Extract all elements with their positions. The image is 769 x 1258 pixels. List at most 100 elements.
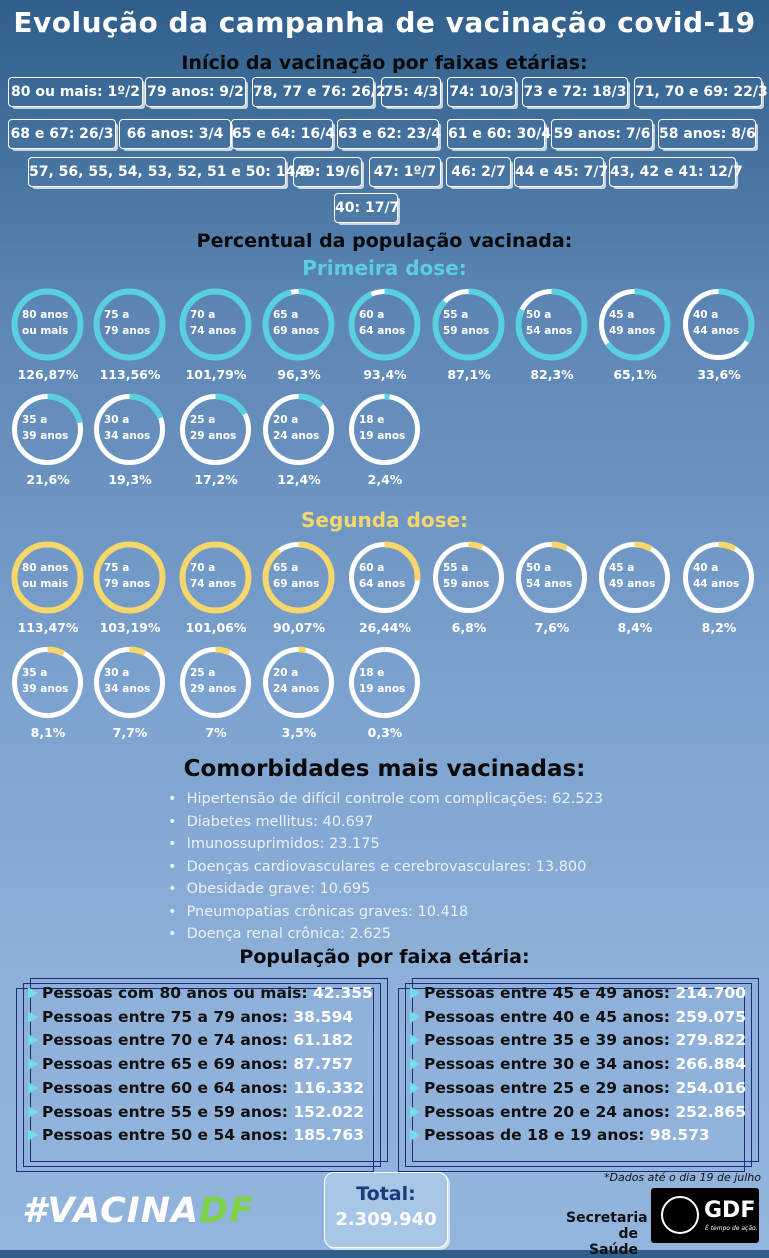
secretaria-line-1: Secretaria (566, 1210, 648, 1226)
dose-ring: 50 a 54 anos (514, 287, 589, 362)
schedule-tag: 61 e 60: 30/4 (447, 119, 551, 149)
ring-svg (11, 288, 84, 361)
ring-age-line-1: 35 a (22, 414, 48, 426)
ring-svg (93, 393, 166, 466)
ring-percent: 82,3% (530, 367, 574, 382)
ring-age-line-2: 79 anos (104, 578, 151, 590)
ring-age-line-1: 20 a (273, 414, 299, 426)
ring-fill (348, 541, 421, 614)
ring-age-label: 60 a 64 anos (359, 560, 405, 592)
population-label: Pessoas entre 30 e 34 anos: (424, 1055, 676, 1074)
ring-svg (179, 646, 252, 719)
population-number: 87.757 (293, 1055, 354, 1074)
dose-ring: 25 a 29 anos (178, 392, 253, 467)
play-arrow-icon (28, 1034, 38, 1047)
ring-svg (348, 288, 421, 361)
ring-svg (432, 541, 505, 614)
population-label: Pessoas entre 50 e 54 anos: (42, 1126, 294, 1145)
schedule-tag: 79 anos: 9/2 (145, 77, 246, 107)
ring-age-line-2: 54 anos (526, 325, 573, 337)
ring-age-label: 60 a 64 anos (359, 307, 405, 339)
schedule-tag: 63 e 62: 23/4 (337, 119, 441, 149)
population-label: Pessoas de 18 e 19 anos: (424, 1126, 650, 1145)
ring-age-label: 65 a 69 anos (273, 560, 319, 592)
ring-age-line-2: ou mais (22, 578, 69, 590)
population-title: População por faixa etária: (239, 946, 530, 968)
ring-svg (348, 646, 421, 719)
ring-percent: 7,6% (534, 620, 570, 635)
population-number: 252.865 (675, 1102, 746, 1121)
ring-fill (682, 541, 755, 614)
schedule-tag: 58 anos: 8/6 (658, 119, 756, 149)
dose-ring: 60 a 64 anos (347, 540, 422, 615)
ring-age-line-1: 70 a (190, 562, 216, 574)
ring-age-label: 80 anos ou mais (22, 307, 68, 339)
ring-age-line-2: 19 anos (359, 430, 406, 442)
ring-age-line-2: 64 anos (359, 325, 406, 337)
play-arrow-icon (410, 1129, 420, 1142)
ring-percent: 93,4% (363, 367, 407, 382)
ring-age-line-1: 55 a (443, 562, 469, 574)
play-arrow-icon (410, 1034, 420, 1047)
ring-age-line-1: 60 a (359, 309, 385, 321)
footnote: *Dados até o dia 19 de julho (604, 1171, 761, 1184)
dose-ring: 60 a 64 anos (347, 287, 422, 362)
ring-age-label: 20 a 24 anos (273, 665, 319, 697)
comorbidity-item: Doenças cardiovasculares e cerebrovascul… (168, 856, 603, 879)
ring-age-line-2: 59 anos (443, 325, 490, 337)
ring-fill (262, 393, 335, 466)
dose-ring: 75 a 79 anos (92, 287, 167, 362)
ring-fill (598, 541, 671, 614)
population-row: Pessoas entre 35 e 39 anos: 279.822 (410, 1031, 746, 1049)
ring-percent: 103,19% (99, 620, 161, 635)
population-row: Pessoas de 18 e 19 anos: 98.573 (410, 1126, 710, 1144)
ring-fill (432, 288, 505, 361)
population-number: 266.884 (675, 1055, 746, 1074)
ring-age-line-1: 30 a (104, 414, 130, 426)
schedule-tag: 68 e 67: 26/3 (8, 119, 116, 149)
ring-age-line-1: 45 a (609, 562, 635, 574)
ring-svg (682, 541, 755, 614)
ring-age-line-2: 49 anos (609, 325, 656, 337)
ring-age-label: 55 a 59 anos (443, 307, 489, 339)
population-number: 61.182 (293, 1031, 354, 1050)
ring-age-label: 75 a 79 anos (104, 560, 150, 592)
ring-percent: 21,6% (26, 472, 70, 487)
ring-age-label: 25 a 29 anos (190, 412, 236, 444)
ring-svg (11, 541, 84, 614)
play-arrow-icon (28, 1105, 38, 1118)
play-arrow-icon (28, 1129, 38, 1142)
population-label: Pessoas entre 35 e 39 anos: (424, 1031, 676, 1050)
dose-ring: 30 a 34 anos (92, 392, 167, 467)
ring-percent: 2,4% (367, 472, 403, 487)
ring-fill (179, 288, 252, 361)
ring-percent: 65,1% (613, 367, 657, 382)
gdf-logo: GDF É tempo de ação. (651, 1188, 759, 1243)
gdf-logo-text: GDF (704, 1198, 756, 1223)
ring-age-line-1: 35 a (22, 667, 48, 679)
ring-age-line-2: 54 anos (526, 578, 573, 590)
ring-age-line-2: 64 anos (359, 578, 406, 590)
ring-age-line-2: ou mais (22, 325, 69, 337)
ring-percent: 7,7% (112, 725, 148, 740)
ring-fill (348, 646, 421, 719)
ring-fill (348, 393, 421, 466)
ring-percent: 26,44% (358, 620, 412, 635)
ring-fill (262, 541, 335, 614)
ring-fill (348, 288, 421, 361)
population-label: Pessoas entre 60 e 64 anos: (42, 1078, 294, 1097)
ring-percent: 101,06% (185, 620, 247, 635)
ring-age-line-1: 50 a (526, 562, 552, 574)
population-number: 116.332 (293, 1078, 364, 1097)
dose-ring: 20 a 24 anos (261, 645, 336, 720)
ring-age-line-2: 39 anos (22, 683, 69, 695)
ring-age-line-1: 18 e (359, 667, 385, 679)
play-arrow-icon (28, 987, 38, 999)
dose-ring: 35 a 39 anos (10, 645, 85, 720)
ring-age-label: 50 a 54 anos (526, 307, 572, 339)
ring-fill (179, 541, 252, 614)
dose-ring: 45 a 49 anos (597, 540, 672, 615)
hashtag-green: DF (199, 1191, 255, 1231)
ring-svg (348, 393, 421, 466)
secretaria-line-2: de Saúde (588, 1226, 638, 1258)
